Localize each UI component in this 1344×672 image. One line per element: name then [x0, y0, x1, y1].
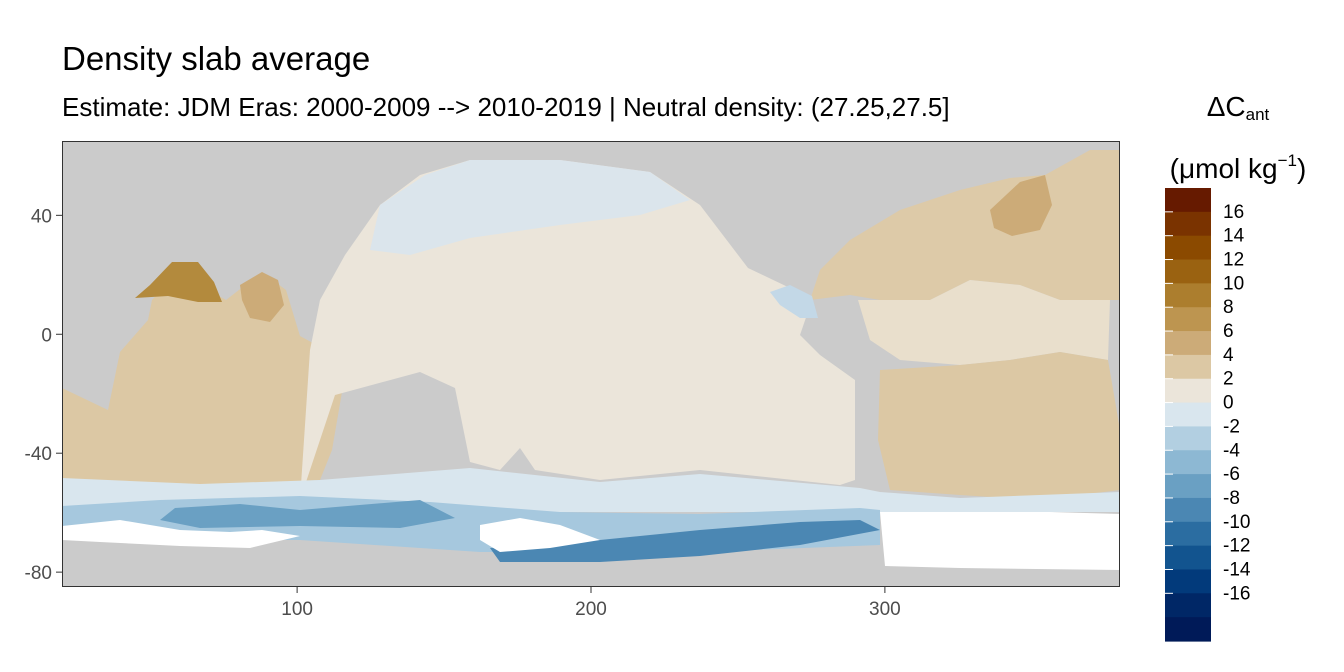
- ocean-southern-deep: [160, 500, 455, 528]
- legend-label: 16: [1223, 202, 1244, 223]
- y-tick-label: 0: [41, 325, 52, 346]
- legend-label: -10: [1223, 512, 1250, 533]
- legend-label: -8: [1223, 488, 1240, 509]
- legend-swatch: [1165, 474, 1211, 499]
- x-axis: 100 200 300: [281, 587, 901, 620]
- legend-label: 10: [1223, 273, 1244, 294]
- legend-colorbar: [1165, 188, 1211, 642]
- ocean-arabian-sea: [135, 262, 222, 302]
- legend-label: -4: [1223, 440, 1240, 461]
- legend-label: 2: [1223, 369, 1234, 390]
- legend-swatch: [1165, 402, 1211, 428]
- legend-swatch: [1165, 188, 1211, 213]
- legend-swatch: [1165, 331, 1211, 356]
- legend-label: 6: [1223, 321, 1234, 342]
- legend-swatch: [1165, 426, 1211, 451]
- legend-label: 8: [1223, 297, 1234, 318]
- legend-swatch: [1165, 497, 1211, 523]
- legend-label: -2: [1223, 416, 1240, 437]
- y-axis: 40 0 -40 -80: [25, 206, 62, 584]
- legend-swatch: [1165, 617, 1211, 642]
- ocean-indian: [62, 272, 342, 492]
- legend-label: 12: [1223, 250, 1244, 271]
- chart-title: Density slab average: [62, 40, 371, 77]
- legend-label: 4: [1223, 345, 1234, 366]
- antarctic-coast-west: [62, 520, 300, 548]
- plot-border: [62, 141, 1120, 587]
- legend-swatch: [1165, 307, 1211, 332]
- ice-shelf-ross: [480, 518, 600, 552]
- x-tick-label: 100: [281, 599, 313, 620]
- legend-swatch: [1165, 569, 1211, 594]
- legend-title: ΔCant (μmol kg−1): [1148, 84, 1328, 192]
- y-tick-label: -40: [25, 444, 52, 465]
- legend-swatch: [1165, 521, 1211, 547]
- legend-label: -6: [1223, 464, 1240, 485]
- map-layer: [62, 150, 1120, 570]
- ice-shelf-weddell: [880, 512, 1120, 570]
- legend-swatch: [1165, 259, 1211, 284]
- y-tick-label: 40: [31, 206, 52, 227]
- x-tick-label: 200: [575, 599, 607, 620]
- legend-swatch: [1165, 211, 1211, 237]
- legend-swatch: [1165, 378, 1211, 404]
- legend-swatch: [1165, 593, 1211, 618]
- legend-swatch: [1165, 283, 1211, 308]
- legend-label: -16: [1223, 583, 1250, 604]
- x-tick-label: 300: [869, 599, 901, 620]
- legend-swatch: [1165, 354, 1211, 380]
- legend-swatch: [1165, 450, 1211, 475]
- legend-swatch: [1165, 235, 1211, 261]
- legend-label: 0: [1223, 393, 1234, 414]
- y-tick-label: -80: [25, 563, 52, 584]
- legend-label: -12: [1223, 536, 1250, 557]
- ocean-atlantic-equatorial: [858, 280, 1110, 365]
- chart-subtitle: Estimate: JDM Eras: 2000-2009 --> 2010-2…: [62, 92, 950, 122]
- ocean-south-atlantic: [878, 352, 1120, 500]
- ocean-east-pacific-cool: [770, 285, 818, 318]
- legend-variable: ΔCant: [1206, 91, 1270, 124]
- legend-unit: (μmol kg−1): [1169, 151, 1307, 184]
- legend-swatch: [1165, 545, 1211, 571]
- legend-label: 14: [1223, 226, 1245, 247]
- ocean-labrador: [990, 175, 1052, 236]
- ocean-north-pacific-cool: [370, 160, 690, 255]
- ocean-ross-deep: [490, 520, 880, 562]
- ocean-bay-of-bengal: [240, 272, 284, 322]
- legend-label: -14: [1223, 559, 1251, 580]
